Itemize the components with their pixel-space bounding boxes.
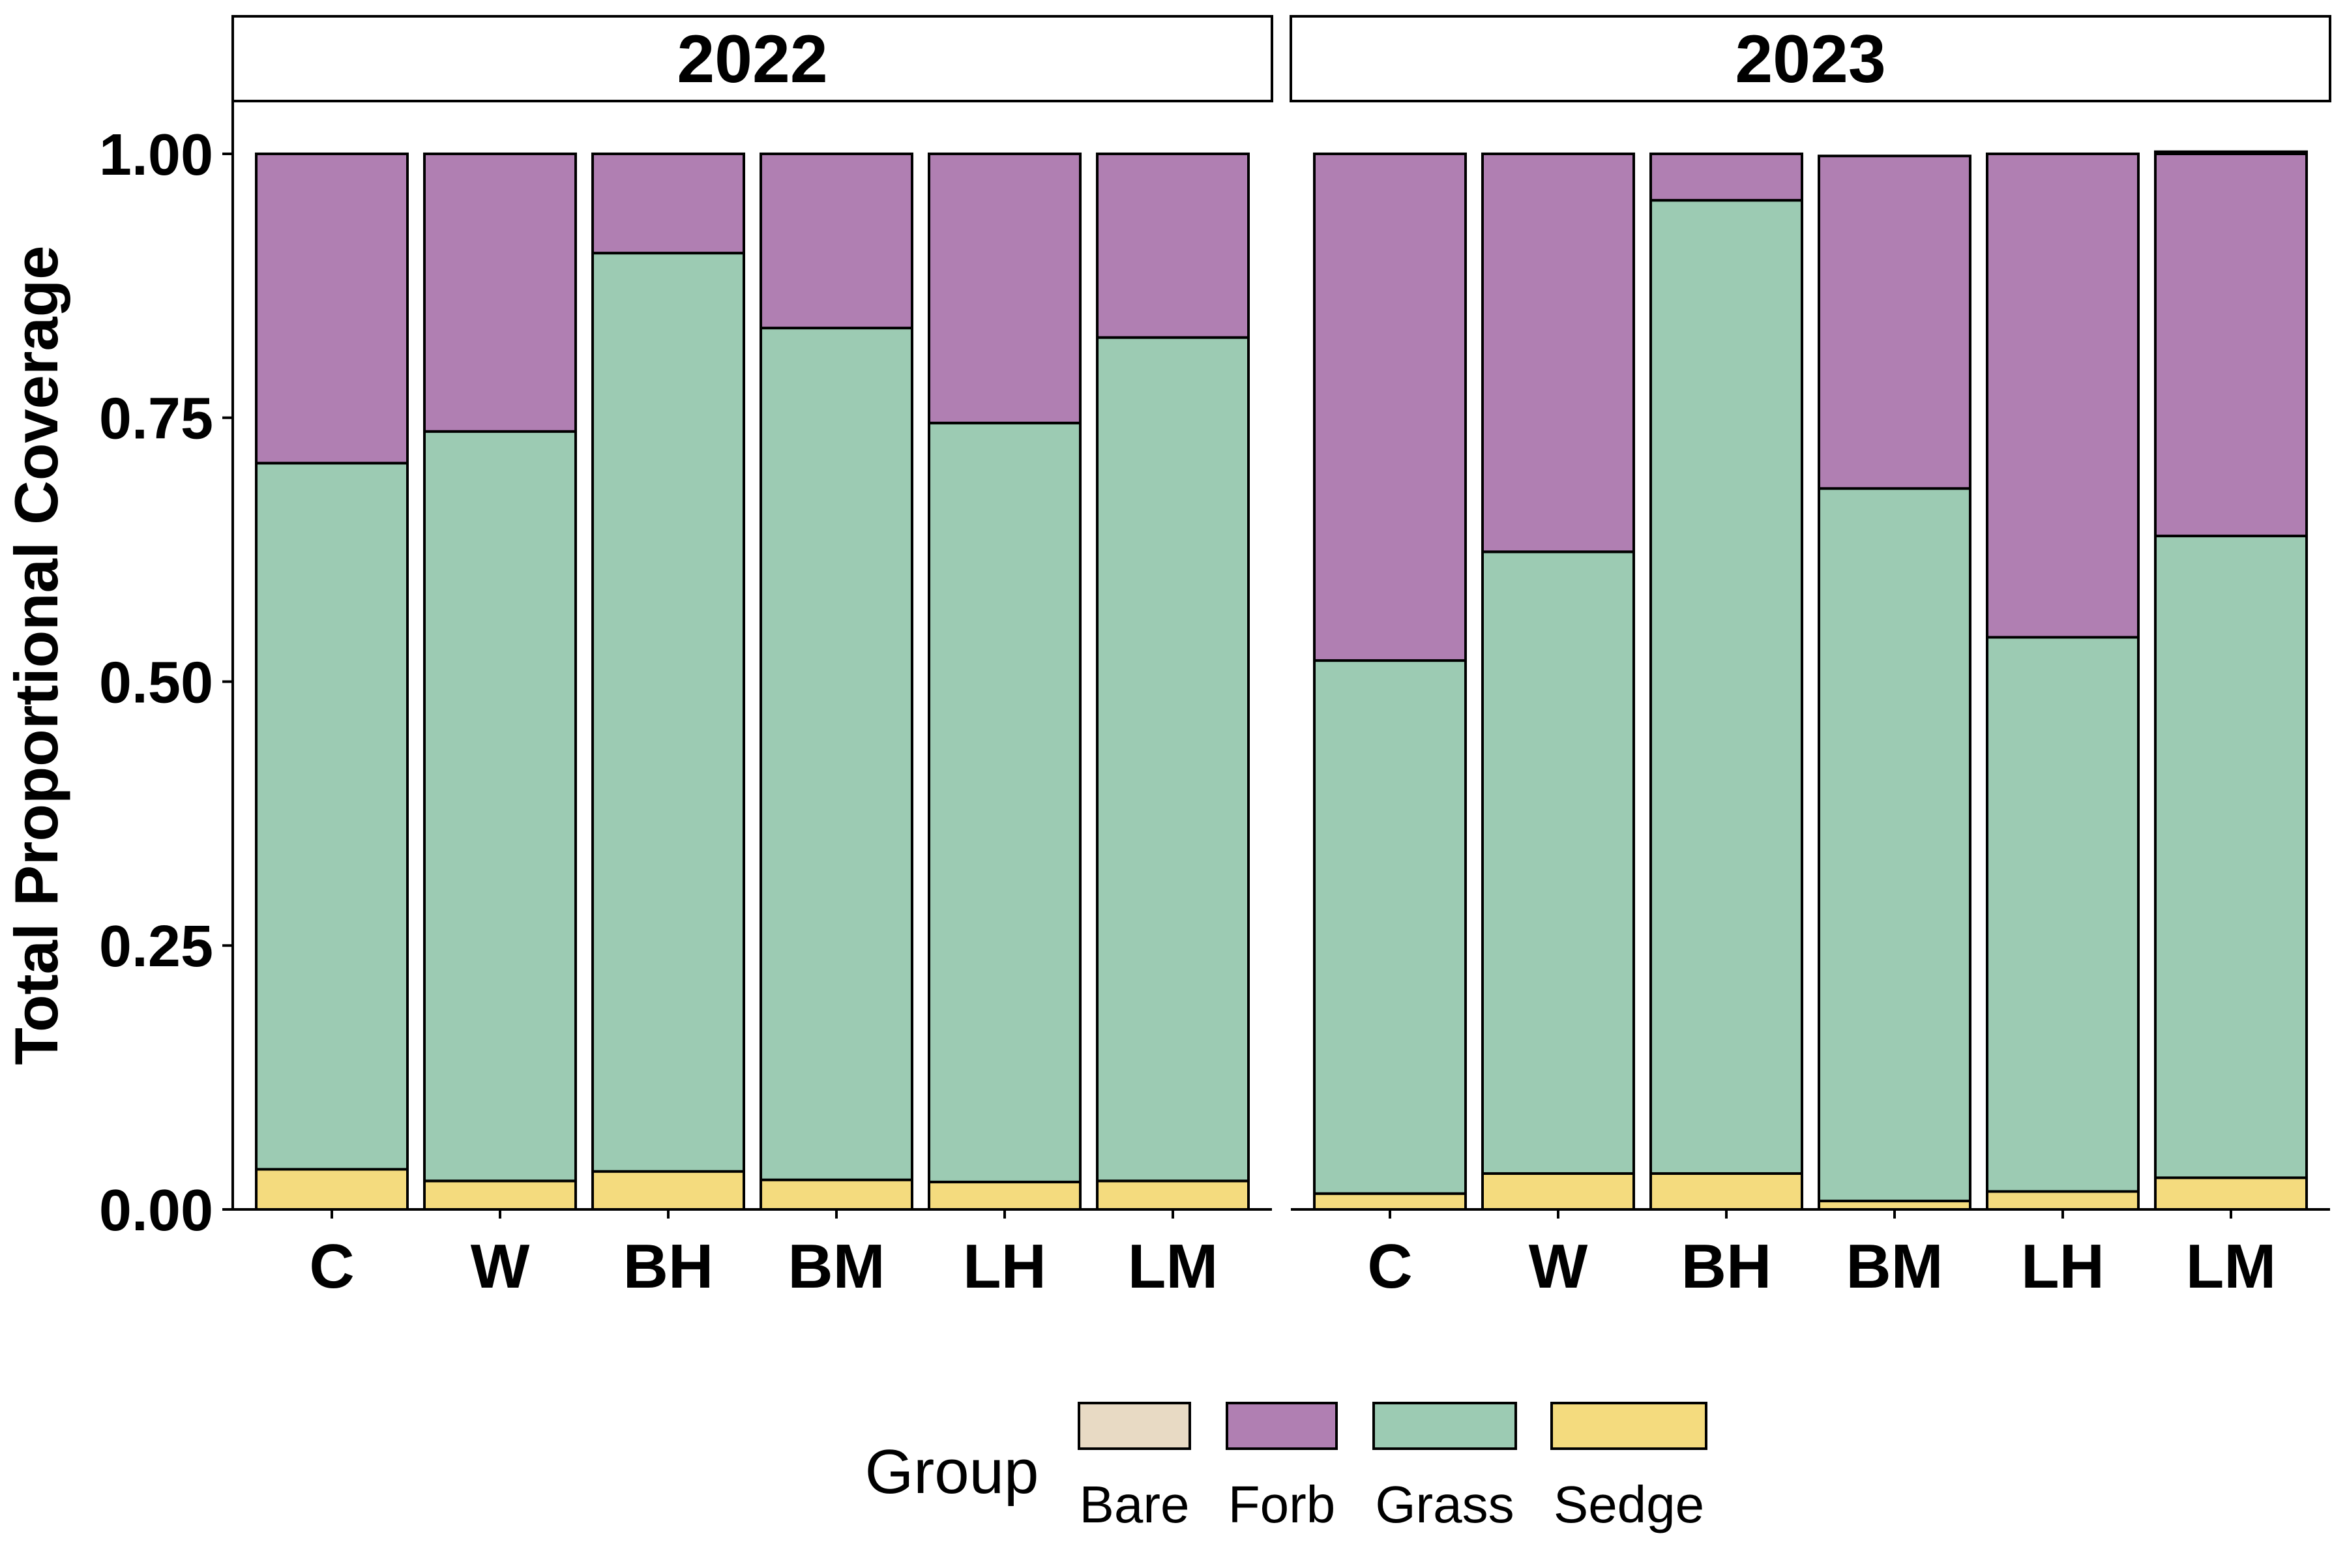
bar-segment-grass (423, 430, 577, 1183)
bar-segment-grass (591, 252, 745, 1173)
bar-segment-sedge (760, 1178, 913, 1211)
bar-segment-sedge (1096, 1179, 1250, 1211)
bar-stack-2022-W (423, 152, 577, 1211)
y-axis: 0.00 0.25 0.50 0.75 1.00 (99, 101, 234, 1243)
bar-segment-forb (928, 152, 1082, 424)
bar-segment-sedge (591, 1170, 745, 1211)
bar-stack-2023-BH (1649, 152, 1803, 1211)
legend-key-sedge (1550, 1402, 1707, 1450)
x-tick-label: LM (1128, 1232, 1218, 1301)
bar-segment-sedge (2154, 1176, 2308, 1211)
bar-segment-forb (1481, 152, 1635, 554)
bar-segment-sedge (928, 1180, 1082, 1211)
y-tick-label: 0.00 (99, 1178, 213, 1243)
bar-segment-grass (760, 327, 913, 1181)
bar-stack-2022-BM (760, 152, 913, 1211)
bar-segment-grass (1818, 487, 1971, 1203)
x-tick-label: BM (1846, 1232, 1943, 1301)
legend: Group Bare Forb Grass Sedge (865, 1402, 1707, 1533)
x-tick-label: BH (1681, 1232, 1772, 1301)
bar-segment-forb (1986, 152, 2140, 639)
facet-strip-label: 2023 (1735, 22, 1885, 97)
legend-key-forb (1226, 1402, 1338, 1450)
x-tick-label: W (1529, 1232, 1588, 1301)
bar-stack-2022-LH (928, 152, 1082, 1211)
x-tick-label: C (1367, 1232, 1412, 1301)
bar-segment-forb (1649, 152, 1803, 202)
legend-key-grass (1372, 1402, 1517, 1450)
facet-strip-2023 (1290, 15, 2331, 102)
bar-stack-2023-C (1313, 152, 1467, 1211)
bar-stack-2022-BH (591, 152, 745, 1211)
x-tick-label: BH (623, 1232, 714, 1301)
bar-segment-forb (255, 152, 409, 465)
panel-2023: 2023 C W BH BM LH LM (1290, 15, 2331, 1301)
bar-segment-grass (928, 421, 1082, 1183)
legend-item-forb: Forb (1226, 1402, 1338, 1533)
y-tick-label: 0.75 (99, 387, 213, 452)
bar-segment-grass (1096, 336, 1250, 1183)
bar-stack-2022-C (255, 152, 409, 1211)
legend-label: Bare (1080, 1475, 1190, 1533)
bar-segment-grass (2154, 535, 2308, 1179)
legend-item-bare: Bare (1078, 1402, 1191, 1533)
y-tick-label: 0.50 (99, 650, 213, 715)
x-tick-label: LH (2021, 1232, 2104, 1301)
y-tick-label: 1.00 (99, 123, 213, 188)
bar-segment-sedge (255, 1168, 409, 1211)
bar-segment-sedge (1986, 1190, 2140, 1211)
facet-strip-2022 (231, 15, 1273, 102)
bar-stack-2023-BM (1818, 155, 1971, 1211)
legend-label: Sedge (1554, 1475, 1704, 1533)
legend-item-grass: Grass (1372, 1402, 1517, 1533)
bar-segment-forb (1313, 152, 1467, 662)
panels-layer: 2022 C W BH BM LH LM 2023 C W BH BM LH LM (231, 15, 2331, 1301)
bar-segment-forb (423, 152, 577, 433)
bar-segment-forb (1096, 152, 1250, 339)
y-axis-title: Total Proportional Coverage (2, 246, 70, 1065)
bar-segment-sedge (1481, 1172, 1635, 1211)
bar-segment-bare (2154, 150, 2308, 155)
bar-segment-forb (2154, 152, 2308, 538)
bar-segment-grass (1481, 550, 1635, 1175)
bar-stack-2023-LM (2154, 150, 2308, 1211)
legend-label: Forb (1228, 1475, 1336, 1533)
facet-strip-label: 2022 (677, 22, 827, 97)
bar-segment-sedge (1313, 1192, 1467, 1211)
bar-segment-sedge (423, 1179, 577, 1211)
bar-segment-grass (1986, 636, 2140, 1193)
x-tick-label: C (309, 1232, 354, 1301)
bar-segment-grass (1313, 659, 1467, 1195)
bar-stack-2022-LM (1096, 152, 1250, 1211)
panel-2022: 2022 C W BH BM LH LM (231, 15, 1273, 1301)
x-tick-label: LM (2186, 1232, 2277, 1301)
bar-stack-2023-W (1481, 152, 1635, 1211)
x-tick-label: LH (963, 1232, 1046, 1301)
legend-title: Group (865, 1437, 1039, 1507)
x-tick-label: W (471, 1232, 530, 1301)
y-tick-label: 0.25 (99, 914, 213, 979)
bar-segment-grass (1649, 199, 1803, 1175)
bar-segment-forb (760, 152, 913, 330)
bar-segment-grass (255, 462, 409, 1171)
legend-item-sedge: Sedge (1550, 1402, 1707, 1533)
x-tick-label: BM (788, 1232, 885, 1301)
bar-segment-sedge (1649, 1172, 1803, 1211)
legend-label: Grass (1375, 1475, 1514, 1533)
legend-key-bare (1078, 1402, 1191, 1450)
bar-stack-2023-LH (1986, 152, 2140, 1211)
bar-segment-forb (591, 152, 745, 255)
bar-segment-forb (1818, 155, 1971, 490)
